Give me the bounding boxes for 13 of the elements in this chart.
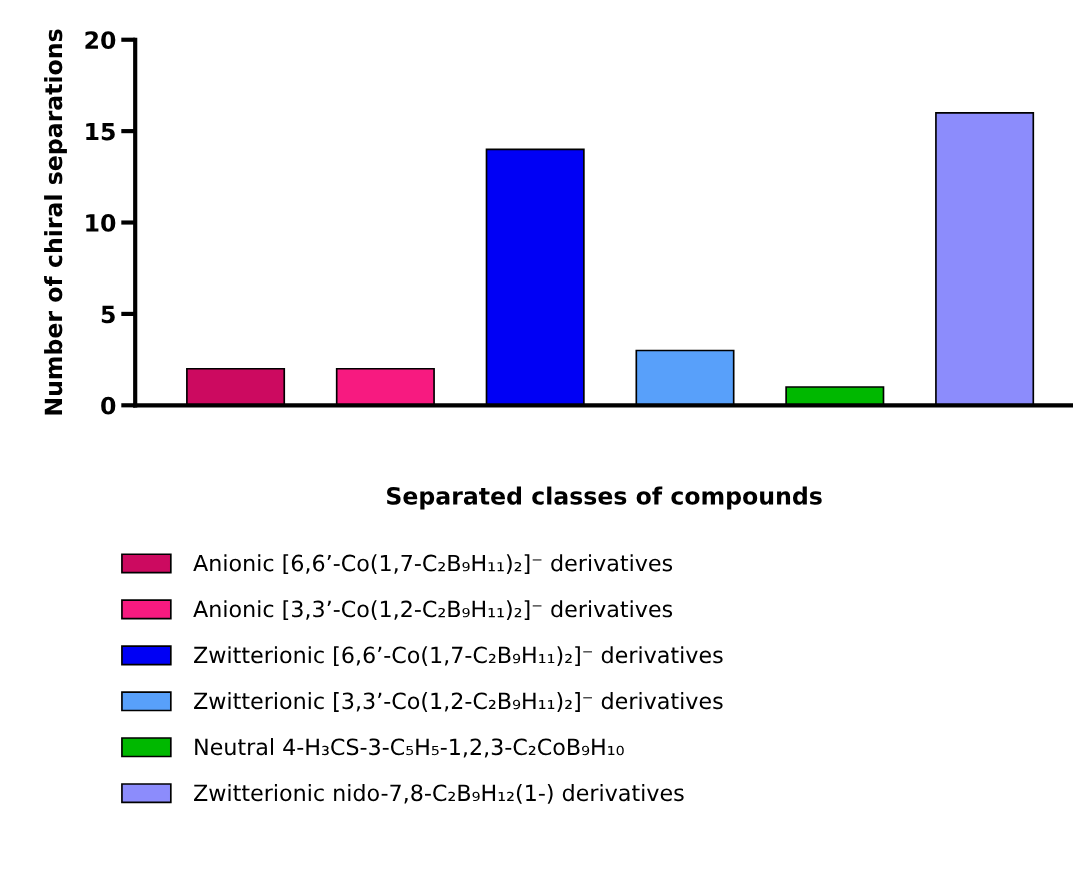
legend-label: Zwitterionic [6,6’-Co(1,7-C₂B₉H₁₁)₂]⁻ derivatives [194,646,723,666]
y-tick-label: 10 [86,213,116,232]
legend-label: Zwitterionic [3,3’-Co(1,2-C₂B₉H₁₁)₂]⁻ derivatives [194,692,723,712]
y-tick-label: 15 [86,122,115,141]
legend-label: Neutral 4-H₃CS-3-C₅H₅-1,2,3-C₂CoB₉H₁₀ [195,738,624,758]
legend-label: Anionic [6,6’-Co(1,7-C₂B₉H₁₁)₂]⁻ derivatives [193,554,673,575]
y-tick-label: 0 [101,396,116,415]
y-tick-label: 20 [85,31,116,50]
x-axis-title: Separated classes of compounds [387,486,822,510]
y-tick-label: 5 [101,305,115,324]
y-axis-title: Number of chiral separations [44,29,67,415]
legend-label: Anionic [3,3’-Co(1,2-C₂B₉H₁₁)₂]⁻ derivatives [193,600,673,620]
legend-label: Zwitterionic nido-7,8-C₂B₉H₁₂(1-) derivatives [194,783,684,804]
